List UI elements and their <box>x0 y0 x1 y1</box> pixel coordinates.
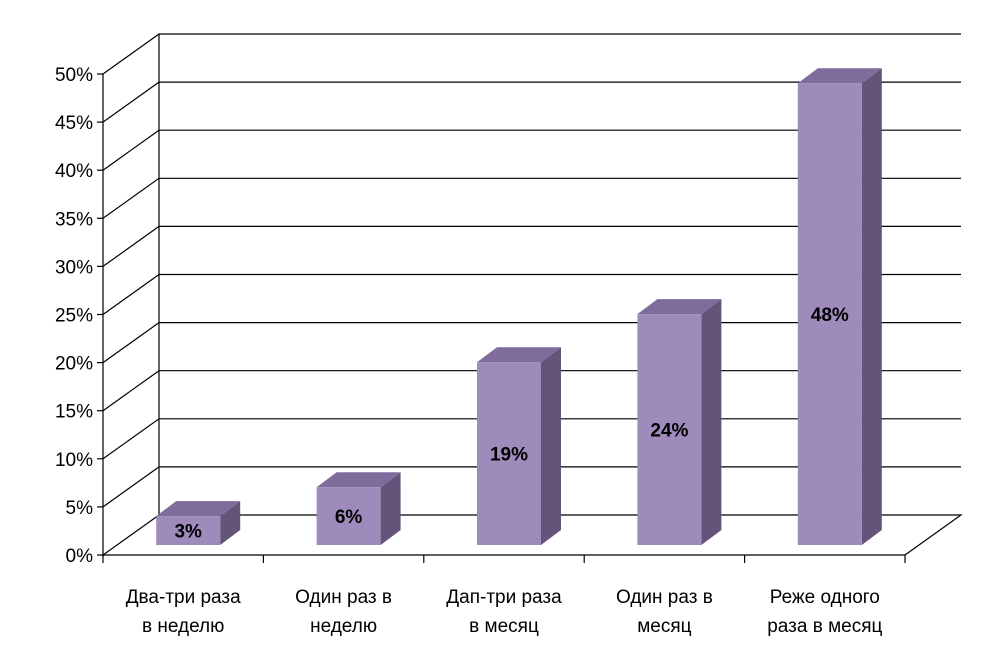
bar-top <box>316 472 401 488</box>
bar <box>637 314 702 545</box>
y-tick-label: 45% <box>55 113 93 134</box>
data-label: 19% <box>490 445 528 466</box>
y-tick-label: 10% <box>55 450 93 471</box>
x-tick-label: Один раз в <box>616 587 713 608</box>
x-tick-label: в месяц <box>469 616 539 637</box>
y-tick-label: 15% <box>55 402 93 423</box>
x-tick-label: месяц <box>637 616 691 637</box>
floor-outline <box>101 514 963 556</box>
bar-side <box>701 299 722 545</box>
x-tick-label: неделю <box>310 616 377 637</box>
data-label: 48% <box>811 305 849 326</box>
x-tick-label: раза в месяц <box>767 616 882 637</box>
bar-top <box>477 347 561 363</box>
x-tick-label: Два-три раза <box>126 587 241 608</box>
bar <box>156 516 221 545</box>
y-tick-label: 30% <box>55 257 93 278</box>
x-tick-label: Один раз в <box>295 587 392 608</box>
y-tick-label: 0% <box>66 546 94 567</box>
y-tick-label: 50% <box>55 65 93 86</box>
y-tick-label: 35% <box>55 209 93 230</box>
y-tick-label: 40% <box>55 161 93 182</box>
bar <box>797 83 862 546</box>
bar-top <box>637 299 722 315</box>
x-tick-label: в неделю <box>142 616 224 637</box>
bar-side <box>220 501 241 545</box>
bar <box>316 487 381 545</box>
data-label: 6% <box>335 507 363 528</box>
y-tick-label: 5% <box>66 498 94 519</box>
gridline <box>102 33 961 75</box>
x-tick-label: Реже одного <box>770 587 880 608</box>
data-label: 3% <box>174 522 202 543</box>
data-label: 24% <box>650 421 688 442</box>
bar-top <box>797 68 882 84</box>
bar-top <box>156 501 241 517</box>
y-tick-label: 25% <box>55 306 93 327</box>
bar <box>477 362 541 545</box>
x-tick-label: Дап-три раза <box>446 587 562 608</box>
bar-side <box>541 347 561 545</box>
bar-side <box>861 68 882 546</box>
bar-side <box>380 472 401 545</box>
y-tick-label: 20% <box>55 354 93 375</box>
